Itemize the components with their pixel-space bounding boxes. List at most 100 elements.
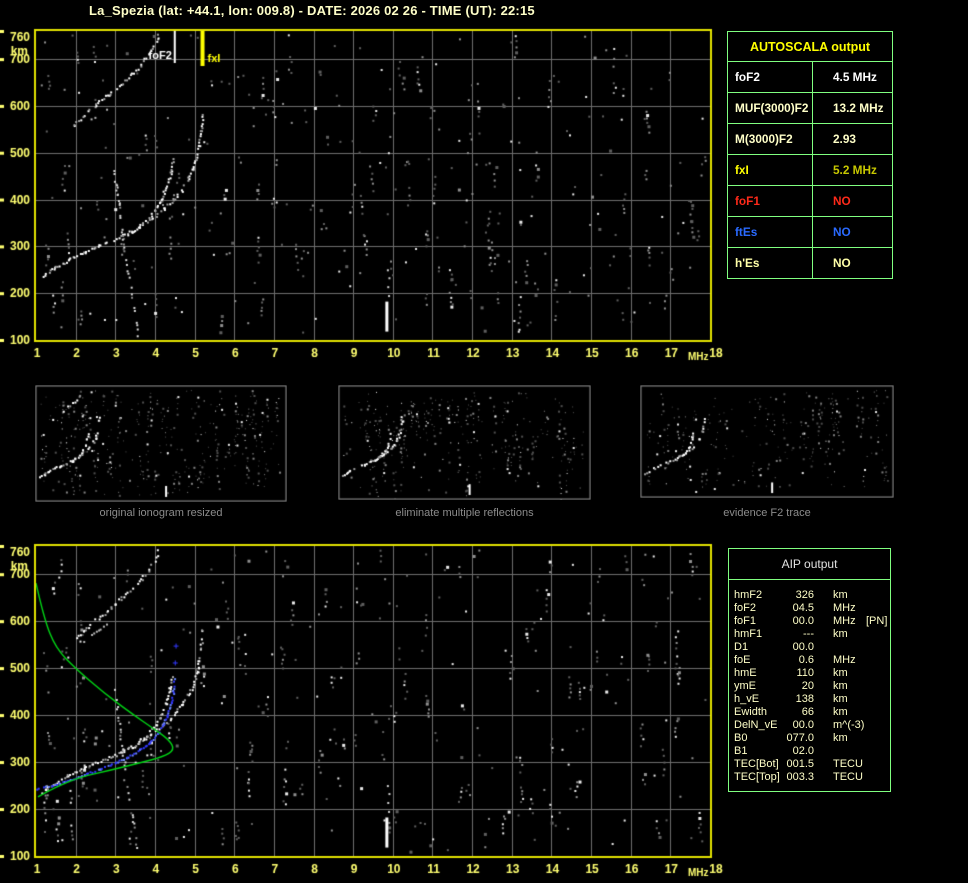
autoscala-row-label: MUF(3000)F2 — [728, 93, 813, 123]
aip-unit: km — [833, 628, 848, 640]
table-row: B0 077.0 km — [734, 732, 890, 745]
aip-unit: MHz — [833, 654, 856, 666]
aip-extra — [865, 641, 890, 654]
aip-unit: MHz — [833, 615, 856, 627]
aip-extra — [865, 745, 890, 758]
aip-extra — [865, 719, 890, 732]
table-row: D1 00.0 — [734, 641, 890, 654]
aip-extra — [865, 654, 890, 667]
aip-extra — [865, 693, 890, 706]
aip-val: 00.0 — [792, 615, 814, 627]
aip-label: TEC[Bot] — [734, 758, 779, 770]
autoscala-table-title: AUTOSCALA output — [728, 32, 892, 62]
aip-unit: km — [833, 589, 848, 601]
aip-val: 20 — [801, 680, 814, 692]
autoscala-row-label: foF2 — [728, 62, 813, 92]
autoscala-row-value: 4.5 MHz — [833, 70, 877, 84]
aip-unit: MHz — [833, 602, 856, 614]
aip-table-body: hmF2 326 km foF2 04.5 MHz foF1 00.0 MHz [PN] hmF1 -… — [729, 580, 890, 784]
aip-val: 110 — [796, 667, 814, 679]
aip-label: hmF2 — [734, 589, 763, 601]
table-row: h_vE 138 km — [734, 693, 890, 706]
table-row: Ewidth 66 km — [734, 706, 890, 719]
aip-val: 66 — [801, 706, 814, 718]
aip-extra — [865, 758, 890, 771]
aip-val: 001.5 — [786, 758, 814, 770]
autoscala-row-value: 5.2 MHz — [833, 163, 877, 177]
table-row: hmF1 --- km — [734, 628, 890, 641]
aip-val: 04.5 — [792, 602, 814, 614]
aip-extra — [865, 667, 890, 680]
aip-unit — [814, 641, 865, 654]
aip-unit: km — [833, 693, 848, 705]
aip-table-title: AIP output — [729, 549, 890, 580]
autoscala-row-label: fxI — [728, 155, 813, 185]
autoscala-row-value: NO — [833, 256, 851, 270]
aip-val: 077.0 — [786, 732, 814, 744]
aip-unit: km — [833, 667, 848, 679]
table-row: ftEs NO — [728, 217, 892, 248]
table-row: foF2 4.5 MHz — [728, 62, 892, 93]
aip-extra — [865, 589, 890, 602]
aip-unit — [814, 745, 865, 758]
autoscala-row-value: 13.2 MHz — [833, 101, 884, 115]
autoscala-row-value: 2.93 — [833, 132, 856, 146]
aip-extra — [865, 732, 890, 745]
table-row: h'Es NO — [728, 248, 892, 278]
caption-eliminate-reflections: eliminate multiple reflections — [395, 507, 534, 519]
aip-unit: km — [833, 732, 848, 744]
aip-label: Ewidth — [734, 706, 768, 718]
aip-val: 326 — [795, 589, 814, 601]
table-row: foF1 NO — [728, 186, 892, 217]
aip-val: 00.0 — [792, 641, 814, 653]
thumbnail-eliminate-reflections — [338, 385, 591, 500]
table-row: B1 02.0 — [734, 745, 890, 758]
aip-extra — [865, 680, 890, 693]
aip-label: h_vE — [734, 693, 760, 705]
aip-val: 138 — [795, 693, 814, 705]
aip-extra — [865, 628, 890, 641]
aip-ionogram-plot — [0, 542, 730, 883]
autoscala-row-value: NO — [833, 225, 851, 239]
table-row: foF2 04.5 MHz — [734, 602, 890, 615]
aip-extra — [865, 771, 890, 784]
aip-extra — [865, 706, 890, 719]
table-row: MUF(3000)F2 13.2 MHz — [728, 93, 892, 124]
table-row: TEC[Bot] 001.5 TECU — [734, 758, 890, 771]
caption-original-ionogram: original ionogram resized — [99, 507, 223, 519]
main-ionogram-plot — [0, 24, 730, 369]
autoscala-output-table: AUTOSCALA output foF2 4.5 MHz MUF(3000)F2 1… — [727, 31, 893, 279]
autoscala-row-label: ftEs — [728, 217, 813, 247]
autoscala-table-body: foF2 4.5 MHz MUF(3000)F2 13.2 MHz M(3000)F2 2… — [728, 62, 892, 278]
table-row: fxI 5.2 MHz — [728, 155, 892, 186]
aip-unit: m^(-3) — [833, 719, 865, 731]
aip-unit: TECU — [833, 771, 863, 783]
table-row: M(3000)F2 2.93 — [728, 124, 892, 155]
aip-label: B1 — [734, 745, 748, 757]
aip-label: ymE — [734, 680, 756, 692]
aip-unit: km — [833, 680, 848, 692]
aip-label: foF2 — [734, 602, 757, 614]
aip-extra: [PN] — [866, 615, 888, 627]
aip-output-table: AIP output hmF2 326 km foF2 04.5 MHz foF1 00.0 M… — [728, 548, 891, 792]
aip-label: foE — [734, 654, 751, 666]
caption-evidence-f2-trace: evidence F2 trace — [723, 507, 811, 519]
aip-label: foF1 — [734, 615, 757, 627]
aip-val: --- — [803, 628, 814, 640]
station-title: La_Spezia (lat: +44.1, lon: 009.8) - DAT… — [89, 3, 535, 18]
aip-label: TEC[Top] — [734, 771, 780, 783]
thumbnail-evidence-f2-trace — [640, 385, 894, 498]
aip-label: B0 — [734, 732, 748, 744]
table-row: foE 0.6 MHz — [734, 654, 890, 667]
table-row: hmE 110 km — [734, 667, 890, 680]
autoscala-row-label: h'Es — [728, 248, 813, 278]
table-row: hmF2 326 km — [734, 589, 890, 602]
aip-label: hmF1 — [734, 628, 763, 640]
autoscala-row-value: NO — [833, 194, 851, 208]
aip-label: hmE — [734, 667, 757, 679]
aip-label: D1 — [734, 641, 749, 653]
table-row: DelN_vE 00.0 m^(-3) — [734, 719, 890, 732]
table-row: TEC[Top] 003.3 TECU — [734, 771, 890, 784]
autoscala-row-label: foF1 — [728, 186, 813, 216]
